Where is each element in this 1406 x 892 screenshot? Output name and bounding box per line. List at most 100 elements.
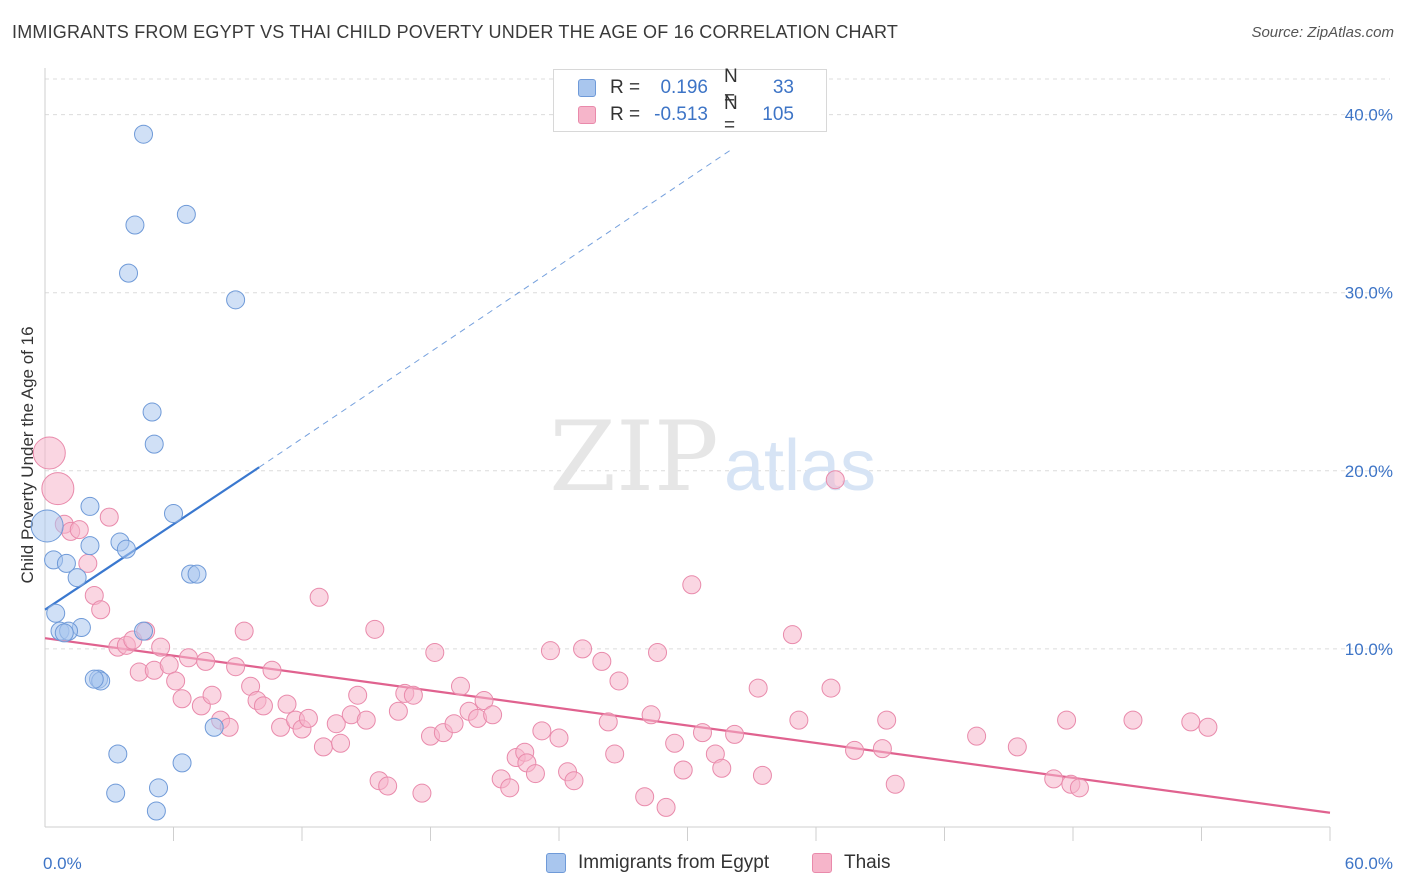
- thai-point: [605, 744, 625, 764]
- thai-point: [450, 676, 470, 696]
- egypt-point: [119, 263, 139, 283]
- legend-item-egypt[interactable]: Immigrants from Egypt: [546, 852, 769, 874]
- egypt-point: [67, 568, 87, 588]
- thai-point: [821, 678, 841, 698]
- data-points: [30, 124, 1218, 821]
- legend-n-value: 105: [762, 104, 794, 125]
- egypt-point: [134, 621, 154, 641]
- thai-point: [365, 619, 385, 639]
- legend-egypt-label: Immigrants from Egypt: [578, 852, 770, 873]
- thai-point: [178, 648, 198, 668]
- thai-point: [540, 641, 560, 661]
- x-tick-label: 0.0%: [43, 854, 82, 873]
- thai-point: [298, 708, 318, 728]
- thai-point: [673, 760, 693, 780]
- thai-point: [592, 651, 612, 671]
- legend-row-egypt: R = 0.196 N = 33: [578, 66, 794, 109]
- thai-point: [752, 765, 772, 785]
- thai-point: [32, 436, 66, 470]
- thai-swatch-icon: [578, 106, 596, 124]
- thai-point: [331, 733, 351, 753]
- thai-point: [648, 642, 668, 662]
- legend-n-label: N =: [724, 66, 738, 109]
- egypt-point: [125, 215, 145, 235]
- egypt-point: [30, 509, 64, 543]
- thai-point: [91, 600, 111, 620]
- egypt-point: [142, 402, 162, 422]
- thai-point: [1198, 717, 1218, 737]
- thai-point: [326, 714, 346, 734]
- legend-row-thai: R = -0.513 N = 105: [578, 93, 794, 136]
- egypt-point: [134, 124, 154, 144]
- watermark-zip: ZIP: [549, 401, 718, 513]
- thai-point: [872, 739, 892, 759]
- thai-point: [151, 637, 171, 657]
- egypt-point: [80, 496, 100, 516]
- thai-point: [525, 764, 545, 784]
- thai-point: [483, 705, 503, 725]
- thai-point: [253, 696, 273, 716]
- legend-n-value: 33: [772, 77, 794, 98]
- thai-point: [403, 685, 423, 705]
- thai-point: [877, 710, 897, 730]
- egypt-point: [204, 717, 224, 737]
- egypt-point: [187, 564, 207, 584]
- thai-point: [202, 685, 222, 705]
- thai-point: [635, 787, 655, 807]
- tick-labels: 10.0% 20.0% 30.0% 40.0% 0.0% 60.0%: [43, 106, 1393, 873]
- thai-point: [159, 655, 179, 675]
- y-tick-label: 20.0%: [1345, 462, 1393, 481]
- thai-point: [845, 740, 865, 760]
- thai-point: [166, 671, 186, 691]
- thai-point: [356, 710, 376, 730]
- grid-lines: [45, 78, 1390, 650]
- thai-point: [1181, 712, 1201, 732]
- thai-point: [474, 691, 494, 711]
- y-tick-label: 40.0%: [1345, 106, 1393, 125]
- thai-point: [549, 728, 569, 748]
- thai-point: [500, 778, 520, 798]
- egypt-point: [84, 669, 104, 689]
- egypt-point: [149, 778, 169, 798]
- thai-point: [967, 726, 987, 746]
- watermark-atlas: atlas: [724, 426, 876, 506]
- egypt-point: [116, 539, 136, 559]
- thai-point: [532, 721, 552, 741]
- egypt-point: [172, 753, 192, 773]
- x-tick-label: 60.0%: [1345, 854, 1393, 873]
- egypt-point: [54, 623, 74, 643]
- thai-point: [692, 723, 712, 743]
- legend-thai-label: Thais: [844, 852, 891, 873]
- egypt-point: [226, 290, 246, 310]
- thai-point: [564, 771, 584, 791]
- egypt-point: [106, 783, 126, 803]
- thai-point: [641, 705, 661, 725]
- thai-point: [277, 694, 297, 714]
- thai-point: [309, 587, 329, 607]
- egypt-point: [108, 744, 128, 764]
- legend-r-value: 0.196: [660, 77, 708, 98]
- legend-n-label: N =: [724, 93, 738, 136]
- thai-point: [444, 714, 464, 734]
- thai-point: [348, 685, 368, 705]
- egypt-swatch-icon: [546, 853, 566, 873]
- legend-r-label: R =: [610, 104, 641, 125]
- thai-point: [313, 737, 333, 757]
- y-tick-label: 10.0%: [1345, 640, 1393, 659]
- thai-point: [1057, 710, 1077, 730]
- thai-point: [789, 710, 809, 730]
- egypt-point: [146, 801, 166, 821]
- thai-point: [262, 660, 282, 680]
- egypt-point: [80, 536, 100, 556]
- stats-legend: R = 0.196 N = 33 R = -0.513 N = 105: [553, 66, 827, 136]
- thai-point: [234, 621, 254, 641]
- thai-point: [1044, 769, 1064, 789]
- thai-swatch-icon: [812, 853, 832, 873]
- legend-item-thai[interactable]: Thais: [812, 852, 890, 874]
- thai-point: [425, 642, 445, 662]
- egypt-point: [56, 553, 76, 573]
- y-tick-label: 30.0%: [1345, 284, 1393, 303]
- thai-point: [598, 712, 618, 732]
- legend-r-value: -0.513: [654, 104, 708, 125]
